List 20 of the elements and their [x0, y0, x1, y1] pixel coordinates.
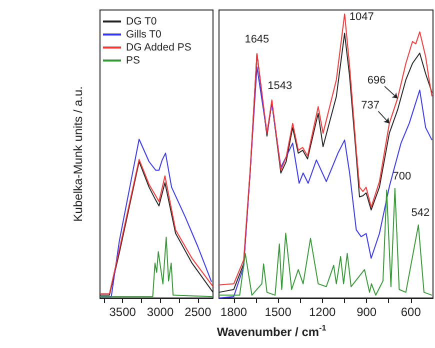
annotation: 737 — [361, 99, 380, 112]
annotation: 700 — [392, 170, 412, 182]
legend-label: Gills T0 — [126, 28, 162, 40]
x-tick-label: 2500 — [184, 305, 212, 319]
x-tick-label: 1800 — [220, 305, 248, 319]
annotation: 696 — [367, 74, 386, 86]
annotation: 1047 — [349, 10, 374, 23]
legend-label: DG T0 — [126, 16, 157, 28]
x-tick-label: 3500 — [109, 305, 136, 319]
x-tick-label: 3000 — [146, 305, 174, 319]
annotation: 1645 — [244, 34, 270, 46]
legend-label: PS — [126, 54, 140, 66]
x-tick-label: 1500 — [264, 305, 292, 319]
annotation: 542 — [411, 207, 430, 220]
annotation: 1543 — [268, 80, 292, 92]
y-axis-title: Kubelka-Munk units / a.u. — [71, 86, 85, 222]
x-tick-label: 600 — [400, 305, 422, 319]
legend-label: DG Added PS — [126, 42, 192, 54]
x-tick-label: 1200 — [308, 305, 336, 319]
x-tick-label: 900 — [356, 305, 377, 319]
